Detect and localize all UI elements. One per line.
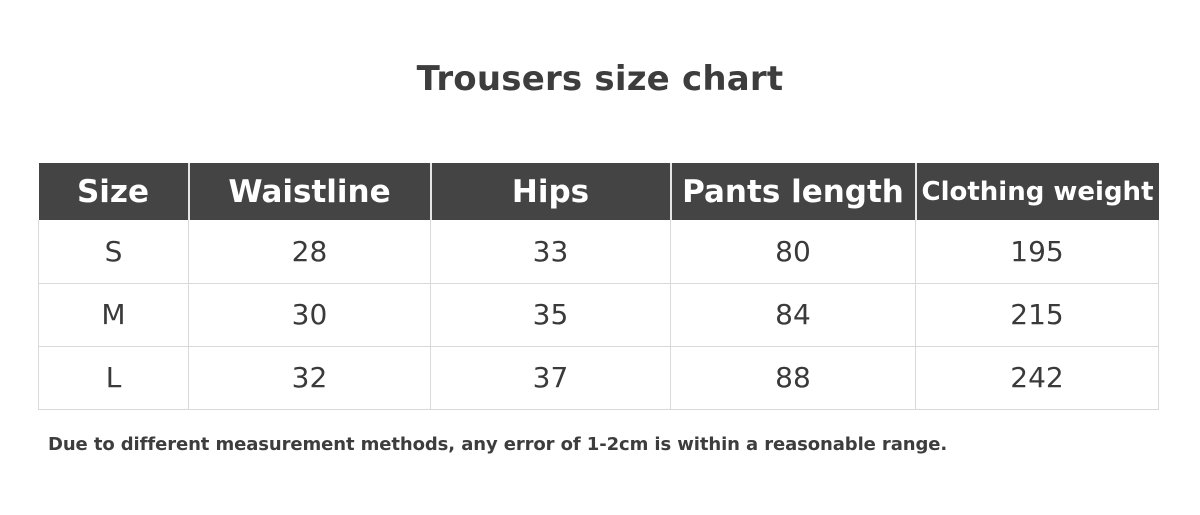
cell-clothing-weight: 242 <box>915 345 1159 410</box>
page-title: Trousers size chart <box>416 59 784 99</box>
cell-waistline: 28 <box>188 220 431 284</box>
column-header-hips: Hips <box>430 163 672 220</box>
cell-hips: 33 <box>430 220 671 284</box>
table-row: L 32 37 88 242 <box>38 345 1159 410</box>
cell-waistline: 30 <box>188 282 431 347</box>
cell-size: L <box>38 345 189 410</box>
table-header: Size Waistline Hips Pants length Clothin… <box>38 163 1159 220</box>
size-chart-table: Size Waistline Hips Pants length Clothin… <box>38 163 1159 410</box>
column-header-waistline: Waistline <box>188 163 432 220</box>
cell-clothing-weight: 195 <box>915 220 1159 284</box>
column-header-clothing-weight: Clothing weight <box>915 163 1159 220</box>
cell-clothing-weight: 215 <box>915 282 1159 347</box>
cell-size: M <box>38 282 189 347</box>
measurement-disclaimer: Due to different measurement methods, an… <box>48 434 948 455</box>
cell-size: S <box>38 220 189 284</box>
table-body: S 28 33 80 195 M 30 35 84 215 L 32 37 88… <box>38 220 1159 410</box>
column-header-pants-length: Pants length <box>670 163 917 220</box>
cell-pants-length: 80 <box>670 220 916 284</box>
table-header-row: Size Waistline Hips Pants length Clothin… <box>38 163 1159 220</box>
cell-pants-length: 88 <box>670 345 916 410</box>
table-row: S 28 33 80 195 <box>38 220 1159 284</box>
cell-waistline: 32 <box>188 345 431 410</box>
cell-pants-length: 84 <box>670 282 916 347</box>
column-header-size: Size <box>38 163 190 220</box>
cell-hips: 37 <box>430 345 671 410</box>
table-row: M 30 35 84 215 <box>38 282 1159 347</box>
cell-hips: 35 <box>430 282 671 347</box>
